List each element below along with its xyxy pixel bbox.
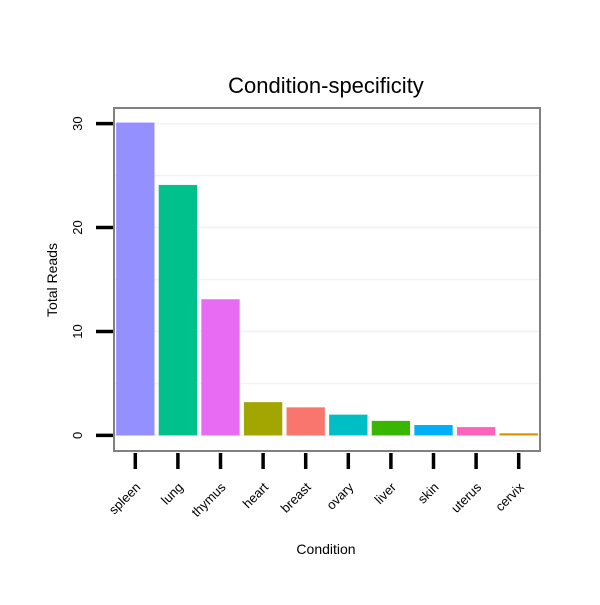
y-axis-title: Total Reads: [44, 243, 60, 317]
x-tick-label-thymus: thymus: [188, 479, 229, 520]
x-tick-label-breast: breast: [278, 479, 314, 515]
y-tick-label-0: 0: [70, 432, 85, 439]
y-tick-label-30: 30: [70, 116, 85, 130]
x-tick-label-skin: skin: [415, 480, 442, 507]
bar-skin: [414, 425, 453, 436]
y-tick-label-10: 10: [70, 324, 85, 338]
plot-area: 0 10 20 30 spleen lung thymus heart breast ovary l…: [70, 107, 541, 520]
bar-breast: [286, 407, 325, 436]
y-tick-label-20: 20: [70, 220, 85, 234]
plot-border: [113, 107, 541, 452]
x-tick-label-spleen: spleen: [106, 480, 144, 518]
bar-ovary: [329, 414, 368, 436]
bar-heart: [243, 402, 283, 436]
bar-thymus: [201, 299, 240, 436]
bar-liver: [371, 420, 411, 436]
x-tick-label-heart: heart: [240, 479, 272, 511]
bar-cervix: [499, 433, 538, 436]
x-tick-label-cervix: cervix: [492, 479, 527, 514]
x-tick-label-liver: liver: [372, 479, 400, 507]
bar-spleen: [116, 122, 155, 436]
bar-lung: [158, 184, 198, 436]
x-axis-title: Condition: [296, 541, 355, 557]
x-tick-label-ovary: ovary: [323, 479, 356, 512]
chart-title: Condition-specificity: [228, 73, 424, 98]
x-tick-label-uterus: uterus: [448, 479, 485, 516]
x-tick-label-lung: lung: [158, 480, 186, 508]
bar-uterus: [456, 427, 496, 436]
